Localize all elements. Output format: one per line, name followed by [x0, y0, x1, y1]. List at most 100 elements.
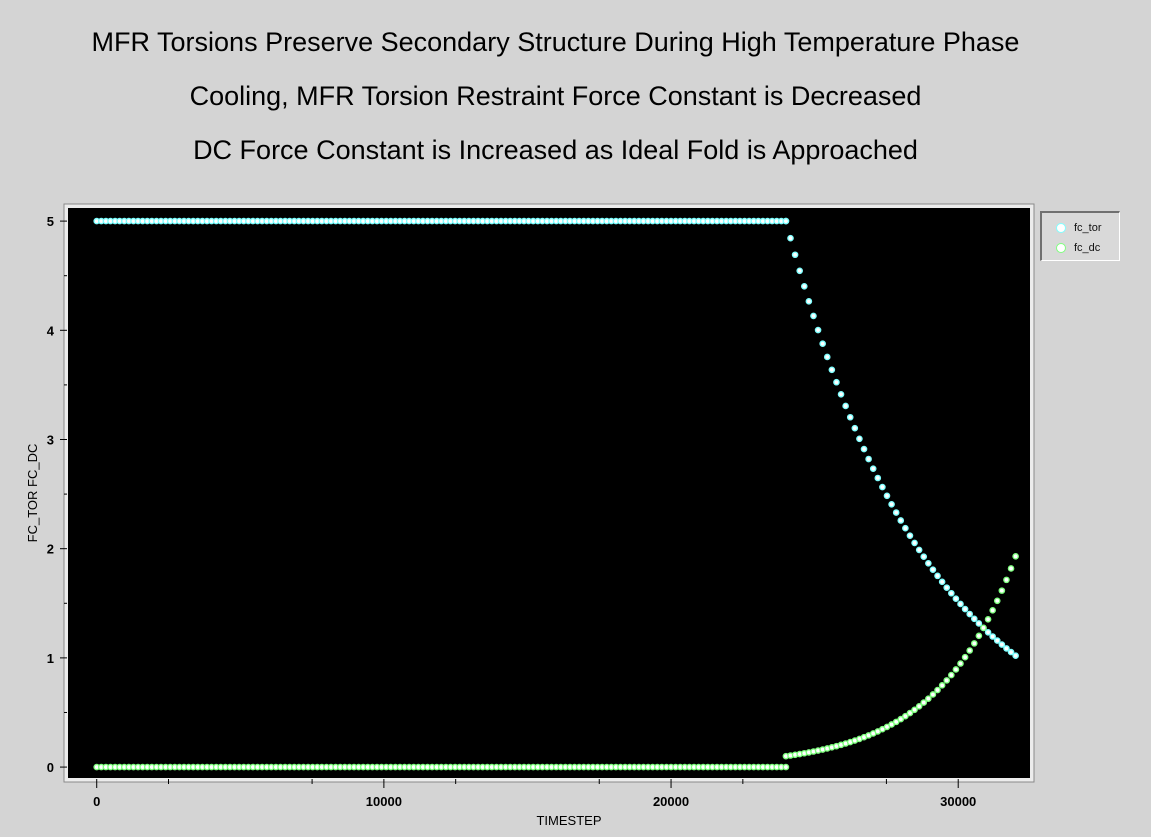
y-tick-label: 2: [47, 542, 54, 557]
series-fc-tor: [93, 217, 1019, 660]
data-point-fc-dc: [897, 715, 905, 723]
legend-label-fc-dc: fc_dc: [1074, 242, 1101, 254]
data-point-fc-dc: [920, 699, 928, 706]
data-point-fc-tor: [998, 641, 1006, 648]
data-point-fc-dc: [911, 706, 918, 714]
chart-title-line-3: DC Force Constant is Increased as Ideal …: [193, 135, 918, 165]
data-point-fc-dc: [957, 660, 964, 667]
data-point-fc-dc: [998, 587, 1006, 594]
legend-item-fc-tor: fc_tor: [1056, 220, 1102, 236]
x-tick-label: 20000: [653, 794, 689, 809]
y-tick-label: 5: [47, 214, 54, 229]
data-point-fc-dc: [984, 616, 992, 623]
legend-swatch-fc-tor: [1056, 223, 1066, 233]
data-point-fc-tor: [1007, 648, 1015, 656]
data-point-fc-tor: [984, 628, 992, 636]
data-point-fc-tor: [842, 402, 849, 410]
data-point-fc-dc: [934, 686, 941, 694]
data-point-fc-dc: [952, 666, 960, 673]
data-point-fc-tor: [925, 560, 932, 567]
y-axis: 0 1 2 3 4 5: [47, 214, 67, 775]
chart-title-line-2: Cooling, MFR Torsion Restraint Force Con…: [189, 81, 922, 111]
data-point-fc-tor: [888, 500, 895, 508]
legend-label-fc-tor: fc_tor: [1074, 222, 1102, 234]
data-point-fc-tor: [782, 217, 790, 225]
data-point-fc-tor: [828, 366, 836, 374]
data-point-fc-tor: [860, 445, 868, 453]
series-layer: [93, 217, 1019, 771]
data-point-fc-tor: [819, 340, 826, 348]
y-axis-label: FC_TOR FC_DC: [25, 444, 40, 543]
data-point-fc-tor: [966, 610, 973, 618]
data-point-fc-tor: [929, 566, 937, 573]
data-point-fc-dc: [943, 677, 951, 684]
data-point-fc-tor: [837, 390, 845, 398]
data-point-fc-tor: [961, 605, 969, 613]
legend-item-fc-dc: fc_dc: [1056, 240, 1100, 256]
y-tick-label: 0: [47, 760, 54, 775]
data-point-fc-tor: [938, 578, 946, 586]
data-point-fc-tor: [851, 424, 859, 432]
data-point-fc-tor: [791, 251, 799, 259]
data-point-fc-tor: [800, 283, 808, 290]
plot-area: [68, 208, 1030, 778]
data-point-fc-dc: [929, 691, 937, 698]
data-point-fc-tor: [915, 546, 923, 554]
data-point-fc-tor: [902, 524, 909, 532]
data-point-fc-tor: [823, 353, 831, 361]
data-point-fc-tor: [833, 378, 840, 386]
data-point-fc-tor: [911, 539, 918, 547]
data-point-fc-tor: [943, 584, 951, 591]
data-point-fc-dc: [938, 682, 946, 689]
data-point-fc-tor: [975, 620, 983, 627]
data-point-fc-dc: [782, 763, 790, 771]
data-point-fc-tor: [787, 234, 794, 242]
data-point-fc-tor: [810, 312, 817, 320]
data-point-fc-dc: [915, 702, 923, 710]
data-point-fc-dc: [970, 640, 978, 647]
chart-title-line-1: MFR Torsions Preserve Secondary Structur…: [91, 27, 1020, 57]
data-point-fc-tor: [879, 483, 886, 491]
x-axis-label: TIMESTEP: [536, 813, 601, 828]
data-point-fc-tor: [846, 413, 854, 421]
data-point-fc-tor: [892, 509, 900, 516]
data-point-fc-tor: [814, 326, 822, 334]
data-point-fc-tor: [957, 600, 964, 608]
data-point-fc-dc: [948, 671, 955, 679]
data-point-fc-dc: [925, 695, 932, 702]
legend-swatch-fc-dc: [1056, 243, 1066, 253]
x-tick-label: 0: [93, 794, 100, 809]
data-point-fc-dc: [993, 597, 1001, 605]
y-tick-label: 4: [47, 323, 55, 338]
data-point-fc-tor: [796, 267, 803, 275]
data-point-fc-tor: [883, 492, 891, 500]
x-axis: 0 10000 20000 30000: [93, 779, 976, 809]
data-point-fc-tor: [869, 465, 877, 472]
data-point-fc-tor: [920, 553, 928, 561]
series-fc-dc: [93, 553, 1019, 771]
data-point-fc-dc: [892, 718, 900, 726]
data-point-fc-dc: [1012, 553, 1019, 560]
data-point-fc-tor: [1012, 652, 1019, 660]
data-point-fc-dc: [1003, 576, 1010, 584]
data-point-fc-tor: [993, 637, 1001, 644]
data-point-fc-tor: [874, 474, 882, 482]
data-point-fc-tor: [934, 572, 941, 580]
x-tick-label: 30000: [940, 794, 976, 809]
data-point-fc-dc: [989, 607, 996, 614]
data-point-fc-dc: [966, 647, 973, 654]
y-tick-label: 1: [47, 651, 54, 666]
data-point-fc-tor: [856, 435, 863, 443]
x-tick-label: 10000: [366, 794, 402, 809]
data-point-fc-tor: [989, 633, 996, 640]
data-point-fc-dc: [980, 624, 987, 632]
data-point-fc-tor: [952, 595, 960, 602]
data-point-fc-dc: [906, 709, 914, 717]
data-point-fc-tor: [1003, 645, 1010, 652]
data-point-fc-dc: [902, 712, 909, 720]
data-point-fc-tor: [906, 532, 914, 539]
data-point-fc-dc: [975, 632, 983, 640]
data-point-fc-tor: [897, 517, 905, 524]
legend: fc_tor fc_dc: [1040, 211, 1120, 261]
